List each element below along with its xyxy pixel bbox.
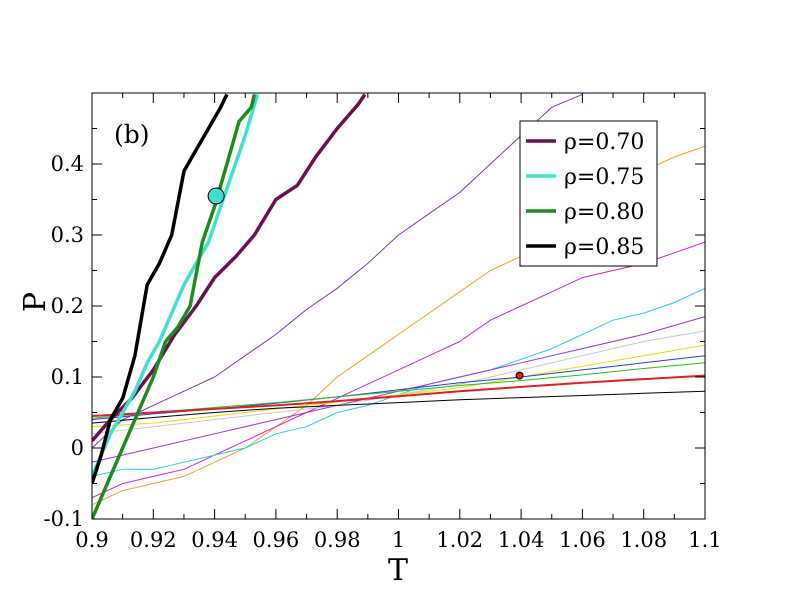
legend: ρ=0.70 ρ=0.75 ρ=0.80 ρ=0.85 [519,120,658,267]
x-axis-title: T [388,553,408,588]
marker-layer [207,187,524,380]
x-tick-label: 1.04 [498,528,545,552]
data-marker-0 [207,187,225,205]
series-line-0 [92,93,367,443]
series-line-10 [92,344,705,428]
x-tick-label: 1.1 [688,528,721,552]
data-marker-1 [515,371,524,380]
legend-box [519,120,658,267]
x-tick-label: 1.06 [559,528,606,552]
series-line-3 [92,93,229,485]
x-tick-label: 0.96 [253,528,300,552]
x-tick-label: 0.94 [191,528,238,552]
x-tick-label: 1 [392,528,405,552]
series-line-13 [92,374,705,417]
series-line-14 [92,390,705,424]
legend-label: ρ=0.85 [564,235,644,260]
series-line-2 [92,94,257,519]
series-layer [92,93,705,519]
x-tick-label: 1.02 [436,528,483,552]
legend-label: ρ=0.75 [564,165,644,190]
legend-label: ρ=0.80 [564,200,644,225]
series-line-6 [92,241,705,499]
series-line-9 [92,330,705,435]
y-tick-label: 0.1 [51,365,84,389]
panel-label: (b) [114,120,150,149]
y-tick-label: 0.3 [51,223,84,247]
series-line-4 [92,93,583,449]
x-tick-label: 0.98 [314,528,361,552]
y-axis-title: P [18,292,53,312]
series-line-1 [92,93,260,478]
x-tick-label: 0.9 [75,528,108,552]
y-tick-label: 0.4 [51,152,84,176]
x-tick-label: 0.92 [130,528,177,552]
y-tick-label: -0.1 [44,507,85,531]
tick-layer: 0.9 0.92 0.94 0.96 0.98 1 1.02 1.04 1.06 1.08 1.1 -… [44,92,722,552]
y-tick-label: 0 [71,436,84,460]
legend-label: ρ=0.70 [564,130,644,155]
y-tick-label: 0.2 [51,294,84,318]
x-tick-label: 1.08 [620,528,667,552]
